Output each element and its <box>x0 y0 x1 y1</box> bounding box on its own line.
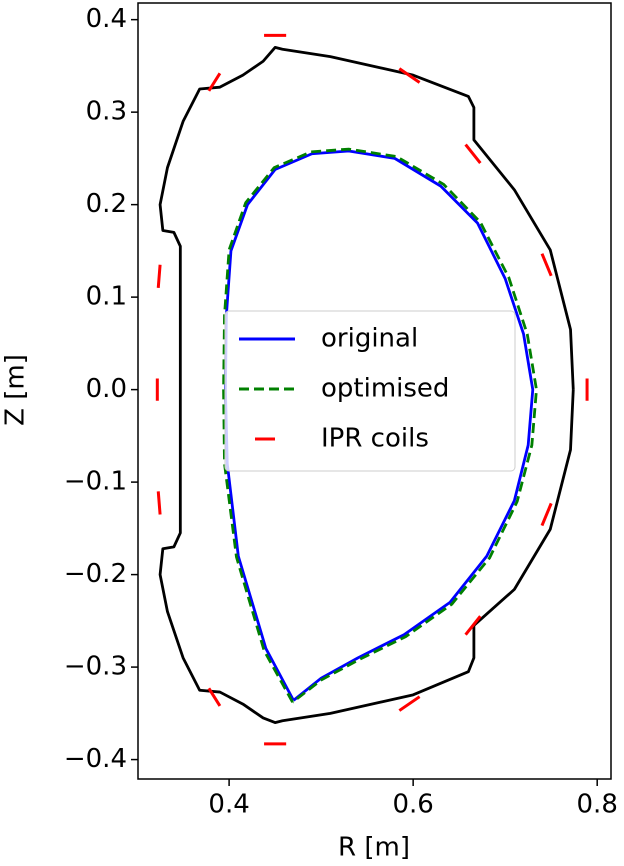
plot-frame <box>137 2 612 780</box>
y-tick-label: 0.0 <box>86 374 127 404</box>
x-axis-label: R [m] <box>338 833 410 863</box>
legend: original optimised IPR coils <box>224 310 516 472</box>
y-tick-label: −0.1 <box>64 467 127 497</box>
y-axis-label: Z [m] <box>1 354 31 426</box>
series-line <box>222 147 538 704</box>
legend-box <box>224 310 516 472</box>
legend-label: optimised <box>321 374 449 404</box>
y-tick-label: 0.2 <box>86 189 127 219</box>
x-tick-label: 0.6 <box>392 790 433 820</box>
series-line <box>158 46 575 724</box>
y-tick-label: −0.2 <box>64 559 127 589</box>
y-tick-label: 0.1 <box>86 282 127 312</box>
legend-label: original <box>321 324 418 354</box>
x-tick-label: 0.8 <box>577 790 618 820</box>
legend-label: IPR coils <box>321 424 429 454</box>
x-tick-label: 0.4 <box>208 790 249 820</box>
y-tick-label: −0.4 <box>64 744 127 774</box>
y-tick-label: −0.3 <box>64 652 127 682</box>
y-tick-label: 0.3 <box>86 97 127 127</box>
y-tick-label: 0.4 <box>86 4 127 34</box>
series-line <box>155 33 589 746</box>
